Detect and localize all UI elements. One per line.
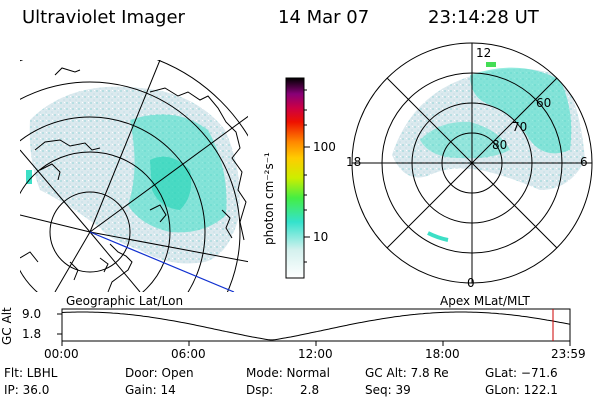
mlt-label-6: 6 [580,155,588,169]
colorbar [285,77,305,279]
status-door: Door: Open [125,366,194,380]
altitude-plot [57,308,571,346]
coastlines [20,67,247,292]
aurora-spot [26,170,32,184]
geographic-map [20,60,248,292]
altitude-ylabel: GC Alt [0,307,14,345]
mlt-lines [352,43,592,283]
status-ip: IP: 36.0 [4,383,50,397]
xtick-2359: 23:59 [551,347,586,361]
status-dsp-label: Dsp: [246,383,274,397]
status-gain: Gain: 14 [125,383,176,397]
time-label: 23:14:28 UT [428,7,539,28]
aurora-arc-polar [420,121,510,159]
colorbar-unit-label: photon cm⁻²s⁻¹ [262,152,276,245]
left-panel-caption: Geographic Lat/Lon [66,294,184,308]
mlat-label-60: 60 [536,96,552,110]
altitude-ytick-low: 1.8 [22,327,42,341]
colorbar-tick-10: 10 [313,230,329,244]
xtick-0000: 00:00 [44,347,79,361]
colorbar-tick-100: 100 [313,140,336,154]
status-seq: Seq: 39 [365,383,411,397]
mlt-label-0: 0 [467,276,475,290]
right-panel-caption: Apex MLat/MLT [440,294,530,308]
status-dsp-value: 2.8 [300,383,320,397]
altitude-ticks [57,313,571,346]
status-glat: GLat: −71.6 [485,366,558,380]
status-gc-alt: GC Alt: 7.8 Re [365,366,449,380]
mlt-label-18: 18 [346,155,362,169]
xtick-0600: 06:00 [171,347,206,361]
magnetic-polar-map [351,42,593,284]
latitude-circles [20,60,248,292]
status-filter: Flt: LBHL [4,366,58,380]
altitude-curve [61,311,571,341]
xtick-1800: 18:00 [425,347,460,361]
orbit-track-line [89,231,235,292]
mlt-label-12: 12 [476,46,492,60]
aurora-spot-south [427,231,449,242]
date-label: 14 Mar 07 [278,7,370,28]
instrument-title: Ultraviolet Imager [22,7,185,28]
status-glon: GLon: 122.1 [485,383,558,397]
altitude-plot-frame [61,308,571,342]
colorbar-ticks [304,89,310,263]
meridian-lines [20,60,248,292]
aurora-spot-green [486,62,496,67]
aurora-core [150,156,192,210]
mlat-label-70: 70 [512,120,528,134]
status-mode: Mode: Normal [246,366,330,380]
xtick-1200: 12:00 [298,347,333,361]
mlat-label-80: 80 [492,138,508,152]
altitude-ytick-high: 9.0 [22,307,42,321]
